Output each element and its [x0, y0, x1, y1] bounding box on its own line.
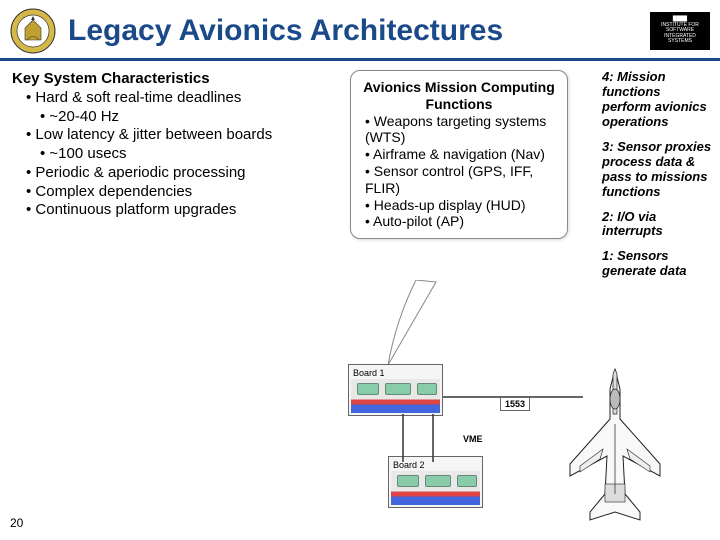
list-item: • Weapons targeting systems (WTS)	[365, 113, 557, 147]
bus-1553-label: 1553	[500, 397, 530, 411]
board-1: Board 1	[348, 364, 443, 416]
avionics-callout: Avionics Mission Computing Functions • W…	[350, 70, 568, 239]
board-1-chips	[351, 379, 440, 413]
list-item: • ~100 usecs	[40, 145, 322, 164]
callout-title: Avionics Mission Computing Functions	[361, 79, 557, 113]
jet-aircraft-icon	[555, 364, 675, 529]
key-characteristics: Key System Characteristics • Hard & soft…	[12, 70, 322, 220]
callout-tail-icon	[386, 280, 446, 370]
list-item: • Complex dependencies	[26, 183, 322, 202]
slide-content: Key System Characteristics • Hard & soft…	[0, 64, 720, 540]
list-item: • Airframe & navigation (Nav)	[365, 146, 557, 163]
list-item: • ~20-40 Hz	[40, 108, 322, 127]
list-item: • Continuous platform upgrades	[26, 201, 322, 220]
board-1-label: Board 1	[351, 367, 440, 379]
slide-header: Legacy Avionics Architectures ████ INSTI…	[0, 0, 720, 61]
chip-icon	[425, 475, 451, 487]
key-characteristics-heading: Key System Characteristics	[12, 70, 322, 89]
list-item: • Hard & soft real-time deadlines	[26, 89, 322, 108]
board-2-chips	[391, 471, 480, 505]
slide-title: Legacy Avionics Architectures	[68, 14, 638, 48]
navy-seal-icon	[10, 8, 56, 54]
side-note: 3: Sensor proxies process data & pass to…	[602, 140, 712, 200]
list-item: • Low latency & jitter between boards	[26, 126, 322, 145]
side-notes: 4: Mission functions perform avionics op…	[602, 70, 712, 289]
chip-icon	[417, 383, 437, 395]
page-number: 20	[10, 516, 23, 530]
chip-icon	[357, 383, 379, 395]
bus-vme-line	[393, 414, 453, 464]
chip-icon	[457, 475, 477, 487]
bus-vme-label: VME	[463, 434, 483, 444]
chip-icon	[397, 475, 419, 487]
side-note: 4: Mission functions perform avionics op…	[602, 70, 712, 130]
list-item: • Heads-up display (HUD)	[365, 197, 557, 214]
list-item: • Sensor control (GPS, IFF, FLIR)	[365, 163, 557, 197]
isis-logo-icon: ████ INSTITUTE FOR SOFTWARE INTEGRATED S…	[650, 12, 710, 50]
list-item: • Auto-pilot (AP)	[365, 213, 557, 230]
chip-icon	[385, 383, 411, 395]
side-note: 2: I/O via interrupts	[602, 210, 712, 240]
side-note: 1: Sensors generate data	[602, 249, 712, 279]
list-item: • Periodic & aperiodic processing	[26, 164, 322, 183]
